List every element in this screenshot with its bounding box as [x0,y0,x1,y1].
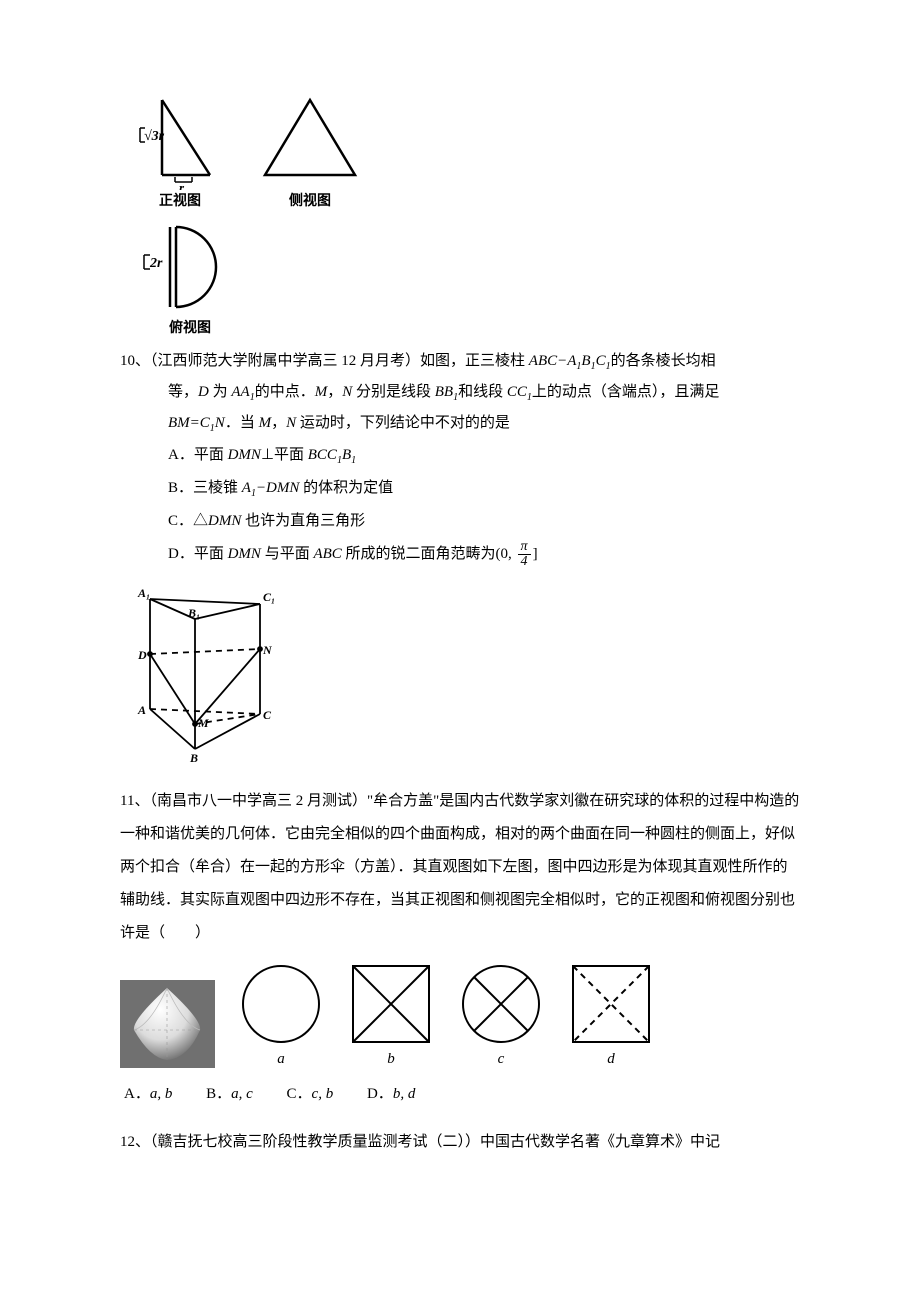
svg-text:B: B [189,751,198,765]
q11-body-text: 是国内古代数学家刘徽在研究球的体积的过程中构造的一种和谐优美的几何体．它由完全相… [120,793,799,941]
top-view: 2r 俯视图 [130,217,250,336]
q10-option-c: C．△DMN 也许为直角三角形 [120,505,800,538]
svg-text:A₁: A₁ [137,586,150,600]
svg-text:2r: 2r [149,256,163,271]
prism-svg: A₁ B₁ C₁ D N M A B C [130,579,290,769]
side-view-svg [250,90,370,190]
q10-line3: BM=C1N．当 M，N 运动时，下列结论中不对的的是 [120,408,800,439]
svg-text:√3r: √3r [144,129,165,144]
side-view-label: 侧视图 [289,192,331,209]
q11-choice-d: D．b, d [367,1078,415,1111]
shapes-row: a b c d [120,960,800,1068]
front-view: √3r r 正视图 [130,90,230,209]
q10-option-a: A．平面 DMN⊥平面 BCC1B1 [120,439,800,472]
top-view-svg: 2r [130,217,250,317]
q11-choices: A．a, b B．a, c C．c, b D．b, d [124,1078,800,1111]
front-view-svg: √3r r [130,90,230,190]
q11-choice-c: C．c, b [287,1078,334,1111]
q10-option-d: D．平面 DMN 与平面 ABC 所成的锐二面角范畴为(0, π4] [120,538,800,571]
side-view: 侧视图 [250,90,370,209]
shape-a: a [237,960,325,1068]
question-10: 10、（江西师范大学附属中学高三 12 月月考）如图，正三棱柱 ABC−A1B1… [120,346,800,769]
shape-d: d [567,960,655,1068]
question-12: 12、（赣吉抚七校高三阶段性教学质量监测考试（二））中国古代数学名著《九章算术》… [120,1127,800,1157]
svg-text:C: C [263,708,272,722]
top-view-label: 俯视图 [169,319,211,336]
svg-text:C₁: C₁ [263,590,275,604]
svg-text:A: A [137,703,146,717]
q11-choice-a: A．a, b [124,1078,172,1111]
question-11: 11、（南昌市八一中学高三 2 月测试）"牟合方盖"是国内古代数学家刘徽在研究球… [120,785,800,1111]
svg-text:D: D [137,648,147,662]
shape-c: c [457,960,545,1068]
svg-text:N: N [262,643,273,657]
mouhe-render [120,980,215,1068]
svg-text:B₁: B₁ [187,606,200,620]
q11-choice-b: B．a, c [206,1078,253,1111]
svg-text:M: M [197,716,209,730]
q10-line1: 10、（江西师范大学附属中学高三 12 月月考）如图，正三棱柱 ABC−A1B1… [120,346,800,377]
front-view-label: 正视图 [159,192,201,209]
q10-option-b: B．三棱锥 A1−DMN 的体积为定值 [120,472,800,505]
shape-b: b [347,960,435,1068]
q10-line2: 等，D 为 AA1的中点．M，N 分别是线段 BB1和线段 CC1上的动点（含端… [120,377,800,408]
three-view-diagram: √3r r 正视图 侧视图 [130,90,800,336]
